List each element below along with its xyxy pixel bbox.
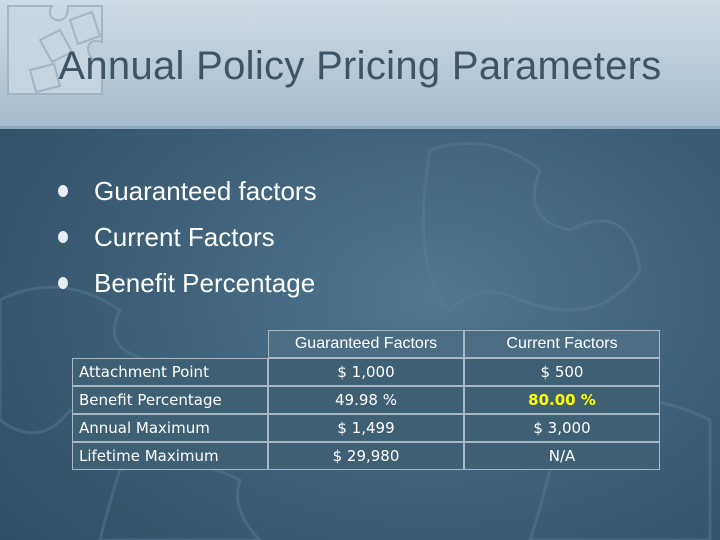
current-value: $ 3,000 [464, 414, 660, 442]
page-title: Annual Policy Pricing Parameters [58, 44, 662, 88]
table-row: Attachment Point $ 1,000 $ 500 [72, 358, 660, 386]
bullet-dot-icon [58, 277, 68, 289]
column-header-current: Current Factors [464, 330, 660, 358]
list-item: Current Factors [58, 214, 317, 260]
table-row: Lifetime Maximum $ 29,980 N/A [72, 442, 660, 470]
bullet-text: Current Factors [94, 221, 275, 252]
guaranteed-value: 49.98 % [268, 386, 464, 414]
row-label: Lifetime Maximum [72, 442, 268, 470]
title-band [0, 0, 720, 128]
guaranteed-value: $ 1,499 [268, 414, 464, 442]
row-label: Annual Maximum [72, 414, 268, 442]
current-value: 80.00 % [464, 386, 660, 414]
guaranteed-value: $ 29,980 [268, 442, 464, 470]
title-divider [0, 126, 720, 129]
bullet-text: Benefit Percentage [94, 267, 316, 298]
table-corner [72, 330, 268, 358]
current-value: N/A [464, 442, 660, 470]
bullet-dot-icon [58, 185, 68, 197]
table-header-row: Guaranteed Factors Current Factors [72, 330, 660, 358]
list-item: Benefit Percentage [58, 260, 317, 306]
pricing-table: Guaranteed Factors Current Factors Attac… [72, 330, 660, 470]
column-header-guaranteed: Guaranteed Factors [268, 330, 464, 358]
table-row: Annual Maximum $ 1,499 $ 3,000 [72, 414, 660, 442]
table-row: Benefit Percentage 49.98 % 80.00 % [72, 386, 660, 414]
guaranteed-value: $ 1,000 [268, 358, 464, 386]
bullet-list: Guaranteed factors Current Factors Benef… [58, 168, 317, 306]
row-label: Attachment Point [72, 358, 268, 386]
row-label: Benefit Percentage [72, 386, 268, 414]
bullet-dot-icon [58, 231, 68, 243]
bullet-text: Guaranteed factors [94, 175, 317, 206]
current-value: $ 500 [464, 358, 660, 386]
list-item: Guaranteed factors [58, 168, 317, 214]
